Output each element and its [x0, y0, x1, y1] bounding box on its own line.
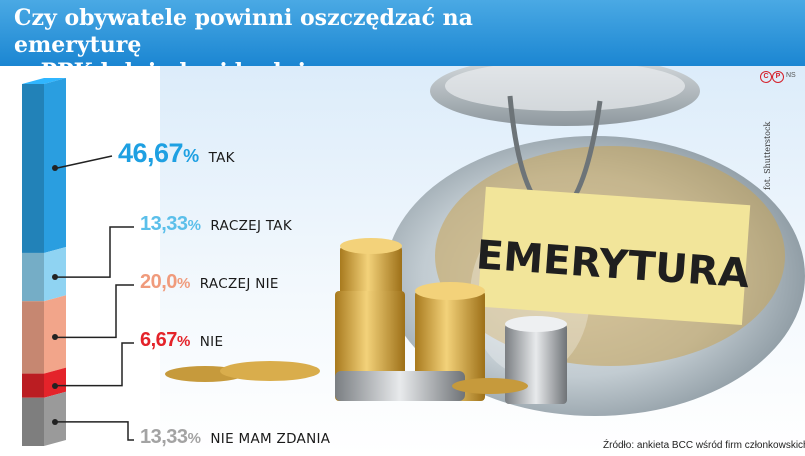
title-line-1: Czy obywatele powinni oszczędzać na emer… [14, 5, 473, 58]
value-label-nie-mam-zdania: 13,33% [140, 426, 201, 448]
category-label-raczej-tak: RACZEJ TAK [210, 218, 293, 234]
bar-segment-nie [22, 373, 44, 398]
category-label-nie-mam-zdania: NIE MAM ZDANIA [210, 431, 331, 447]
bar-segment-raczej-tak [22, 252, 44, 302]
bar-top-cap [22, 78, 66, 84]
data-label-raczej-tak: 13,33% RACZEJ TAK [140, 213, 292, 236]
data-label-raczej-nie: 20,0% RACZEJ NIE [140, 271, 279, 294]
copyright-marks: C P NS [760, 70, 796, 83]
value-label-raczej-nie: 20,0% [140, 271, 190, 293]
value-label-nie: 6,67% [140, 329, 190, 351]
category-label-raczej-nie: RACZEJ NIE [199, 276, 279, 292]
bar-segment-raczej-nie [22, 301, 44, 374]
category-label-nie: NIE [199, 334, 224, 350]
bar-segment-nie-mam-zdania [22, 397, 44, 446]
value-label-tak: 46,67% [118, 138, 199, 168]
category-label-tak: TAK [208, 150, 235, 166]
data-label-tak: 46,67% TAK [118, 138, 235, 169]
copyright-icon: C [760, 71, 772, 83]
header-banner: Czy obywatele powinni oszczędzać na emer… [0, 0, 805, 85]
source-note: Źródło: ankieta BCC wśród firm członkows… [603, 440, 805, 451]
publisher-icon: P [772, 71, 784, 83]
coin-stacks [165, 238, 567, 404]
copyright-mark-text: NS [786, 72, 796, 80]
data-label-nie-mam-zdania: 13,33% NIE MAM ZDANIA [140, 426, 330, 449]
value-label-raczej-tak: 13,33% [140, 213, 201, 235]
data-label-nie: 6,67% NIE [140, 329, 223, 352]
bar-segment-tak [22, 84, 44, 253]
money-jar-photo: EMERYTURA [160, 66, 805, 456]
